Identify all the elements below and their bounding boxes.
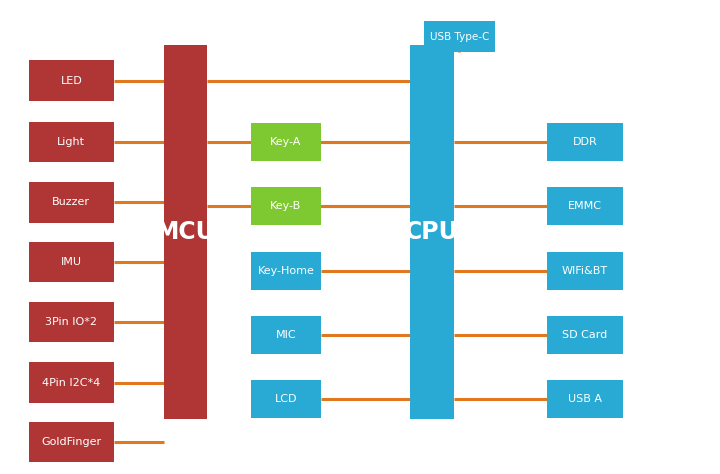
Text: Light: Light xyxy=(58,137,85,147)
Text: MIC: MIC xyxy=(276,330,296,340)
Text: MCU: MCU xyxy=(156,220,215,244)
Text: Key-B: Key-B xyxy=(270,201,302,211)
Text: WIFi&BT: WIFi&BT xyxy=(562,266,608,276)
FancyBboxPatch shape xyxy=(251,187,321,225)
FancyBboxPatch shape xyxy=(29,363,114,403)
Text: Buzzer: Buzzer xyxy=(53,197,90,208)
FancyBboxPatch shape xyxy=(547,187,623,225)
FancyBboxPatch shape xyxy=(547,380,623,418)
Text: SD Card: SD Card xyxy=(562,330,608,340)
FancyBboxPatch shape xyxy=(29,302,114,342)
FancyBboxPatch shape xyxy=(547,123,623,161)
Text: USB Type-C: USB Type-C xyxy=(430,32,489,42)
FancyBboxPatch shape xyxy=(164,45,207,419)
Text: Key-Home: Key-Home xyxy=(258,266,314,276)
FancyBboxPatch shape xyxy=(424,21,495,52)
Text: CPU: CPU xyxy=(405,220,459,244)
Text: GoldFinger: GoldFinger xyxy=(41,437,102,447)
FancyBboxPatch shape xyxy=(29,61,114,101)
Text: LCD: LCD xyxy=(274,394,297,404)
FancyBboxPatch shape xyxy=(251,252,321,290)
Text: USB A: USB A xyxy=(568,394,602,404)
FancyBboxPatch shape xyxy=(410,45,454,419)
Text: 3Pin IO*2: 3Pin IO*2 xyxy=(45,317,97,328)
FancyBboxPatch shape xyxy=(29,182,114,223)
FancyBboxPatch shape xyxy=(547,252,623,290)
FancyBboxPatch shape xyxy=(29,422,114,462)
Text: Key-A: Key-A xyxy=(270,137,302,147)
Text: LED: LED xyxy=(60,75,82,86)
Text: DDR: DDR xyxy=(572,137,598,147)
FancyBboxPatch shape xyxy=(251,380,321,418)
FancyBboxPatch shape xyxy=(29,122,114,163)
Text: IMU: IMU xyxy=(60,257,82,267)
FancyBboxPatch shape xyxy=(29,242,114,283)
FancyBboxPatch shape xyxy=(547,316,623,354)
Text: EMMC: EMMC xyxy=(568,201,602,211)
FancyBboxPatch shape xyxy=(251,123,321,161)
FancyBboxPatch shape xyxy=(251,316,321,354)
Text: 4Pin I2C*4: 4Pin I2C*4 xyxy=(42,377,100,388)
